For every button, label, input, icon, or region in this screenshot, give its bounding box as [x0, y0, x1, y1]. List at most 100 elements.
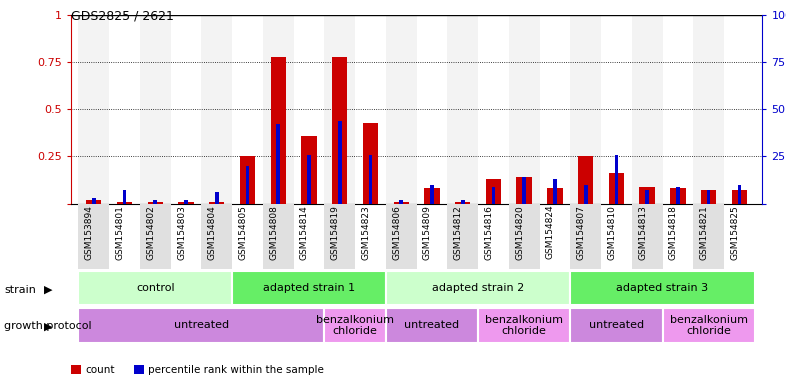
Bar — [270, 57, 286, 204]
Text: GSM153894: GSM153894 — [85, 205, 94, 260]
Bar — [516, 177, 532, 204]
Text: GSM154801: GSM154801 — [116, 205, 124, 260]
Bar — [509, 204, 539, 269]
Text: ▶: ▶ — [44, 285, 53, 295]
Bar — [263, 15, 294, 204]
Text: GSM154808: GSM154808 — [270, 205, 278, 260]
Bar — [670, 189, 685, 204]
Text: untreated: untreated — [589, 320, 644, 331]
Text: adapted strain 2: adapted strain 2 — [432, 283, 524, 293]
Bar — [209, 202, 225, 204]
Text: GSM154810: GSM154810 — [608, 205, 616, 260]
Bar — [632, 204, 663, 269]
Text: GSM154803: GSM154803 — [177, 205, 186, 260]
Bar — [571, 271, 755, 305]
Bar — [363, 122, 378, 204]
Text: adapted strain 3: adapted strain 3 — [616, 283, 708, 293]
Text: GSM154807: GSM154807 — [577, 205, 586, 260]
Bar — [455, 202, 470, 204]
Text: untreated: untreated — [174, 320, 229, 331]
Bar — [509, 15, 539, 204]
Bar — [325, 308, 386, 343]
Text: strain: strain — [4, 285, 36, 295]
Bar — [584, 185, 587, 204]
Bar — [478, 308, 571, 343]
Bar — [693, 204, 724, 269]
Bar — [394, 202, 409, 204]
Bar — [79, 15, 109, 204]
Text: benzalkonium
chloride: benzalkonium chloride — [316, 314, 394, 336]
Bar — [578, 157, 593, 204]
Text: percentile rank within the sample: percentile rank within the sample — [148, 365, 324, 375]
Bar — [277, 124, 280, 204]
Bar — [79, 308, 325, 343]
Text: adapted strain 1: adapted strain 1 — [263, 283, 355, 293]
Bar — [386, 15, 417, 204]
Bar — [369, 155, 373, 204]
Bar — [86, 200, 101, 204]
Text: GSM154819: GSM154819 — [331, 205, 340, 260]
Bar — [301, 136, 317, 204]
Bar — [79, 271, 232, 305]
Bar — [693, 15, 724, 204]
Bar — [701, 190, 716, 204]
Text: GSM154821: GSM154821 — [700, 205, 709, 260]
Bar — [117, 202, 132, 204]
Text: GSM154813: GSM154813 — [638, 205, 647, 260]
Bar — [201, 204, 232, 269]
Bar — [737, 185, 741, 204]
Bar — [571, 308, 663, 343]
Bar — [386, 271, 571, 305]
Bar — [240, 157, 255, 204]
Bar — [553, 179, 556, 204]
Bar — [307, 155, 310, 204]
Bar — [424, 189, 439, 204]
Text: benzalkonium
chloride: benzalkonium chloride — [485, 314, 564, 336]
Text: GSM154809: GSM154809 — [423, 205, 432, 260]
Bar — [92, 198, 96, 204]
Text: GSM154806: GSM154806 — [392, 205, 401, 260]
Bar — [148, 202, 163, 204]
Text: GSM154804: GSM154804 — [208, 205, 217, 260]
Bar — [571, 15, 601, 204]
Bar — [447, 204, 478, 269]
Bar — [140, 15, 171, 204]
Bar — [79, 204, 109, 269]
Bar — [430, 185, 434, 204]
Bar — [332, 57, 347, 204]
Bar — [523, 177, 526, 204]
Text: ▶: ▶ — [44, 321, 53, 331]
Bar — [215, 192, 219, 204]
Bar — [246, 166, 249, 204]
Bar — [615, 155, 619, 204]
Text: GSM154805: GSM154805 — [238, 205, 248, 260]
Bar — [325, 15, 355, 204]
Text: GSM154814: GSM154814 — [300, 205, 309, 260]
Text: GSM154820: GSM154820 — [515, 205, 524, 260]
Bar — [547, 189, 563, 204]
Bar — [184, 200, 188, 204]
Text: control: control — [136, 283, 174, 293]
Bar — [663, 308, 755, 343]
Bar — [491, 187, 495, 204]
Bar — [608, 174, 624, 204]
Text: GSM154802: GSM154802 — [146, 205, 156, 260]
Text: count: count — [85, 365, 115, 375]
Bar — [676, 187, 680, 204]
Text: untreated: untreated — [404, 320, 460, 331]
Bar — [263, 204, 294, 269]
Bar — [178, 202, 193, 204]
Text: GSM154818: GSM154818 — [669, 205, 678, 260]
Bar — [632, 15, 663, 204]
Bar — [325, 204, 355, 269]
Bar — [232, 271, 386, 305]
Text: GSM154816: GSM154816 — [484, 205, 494, 260]
Text: GSM154824: GSM154824 — [546, 205, 555, 260]
Bar — [732, 190, 747, 204]
Bar — [386, 308, 478, 343]
Text: GSM154823: GSM154823 — [362, 205, 370, 260]
Bar — [338, 121, 342, 204]
Bar — [153, 200, 157, 204]
Bar — [461, 200, 465, 204]
Text: growth protocol: growth protocol — [4, 321, 91, 331]
